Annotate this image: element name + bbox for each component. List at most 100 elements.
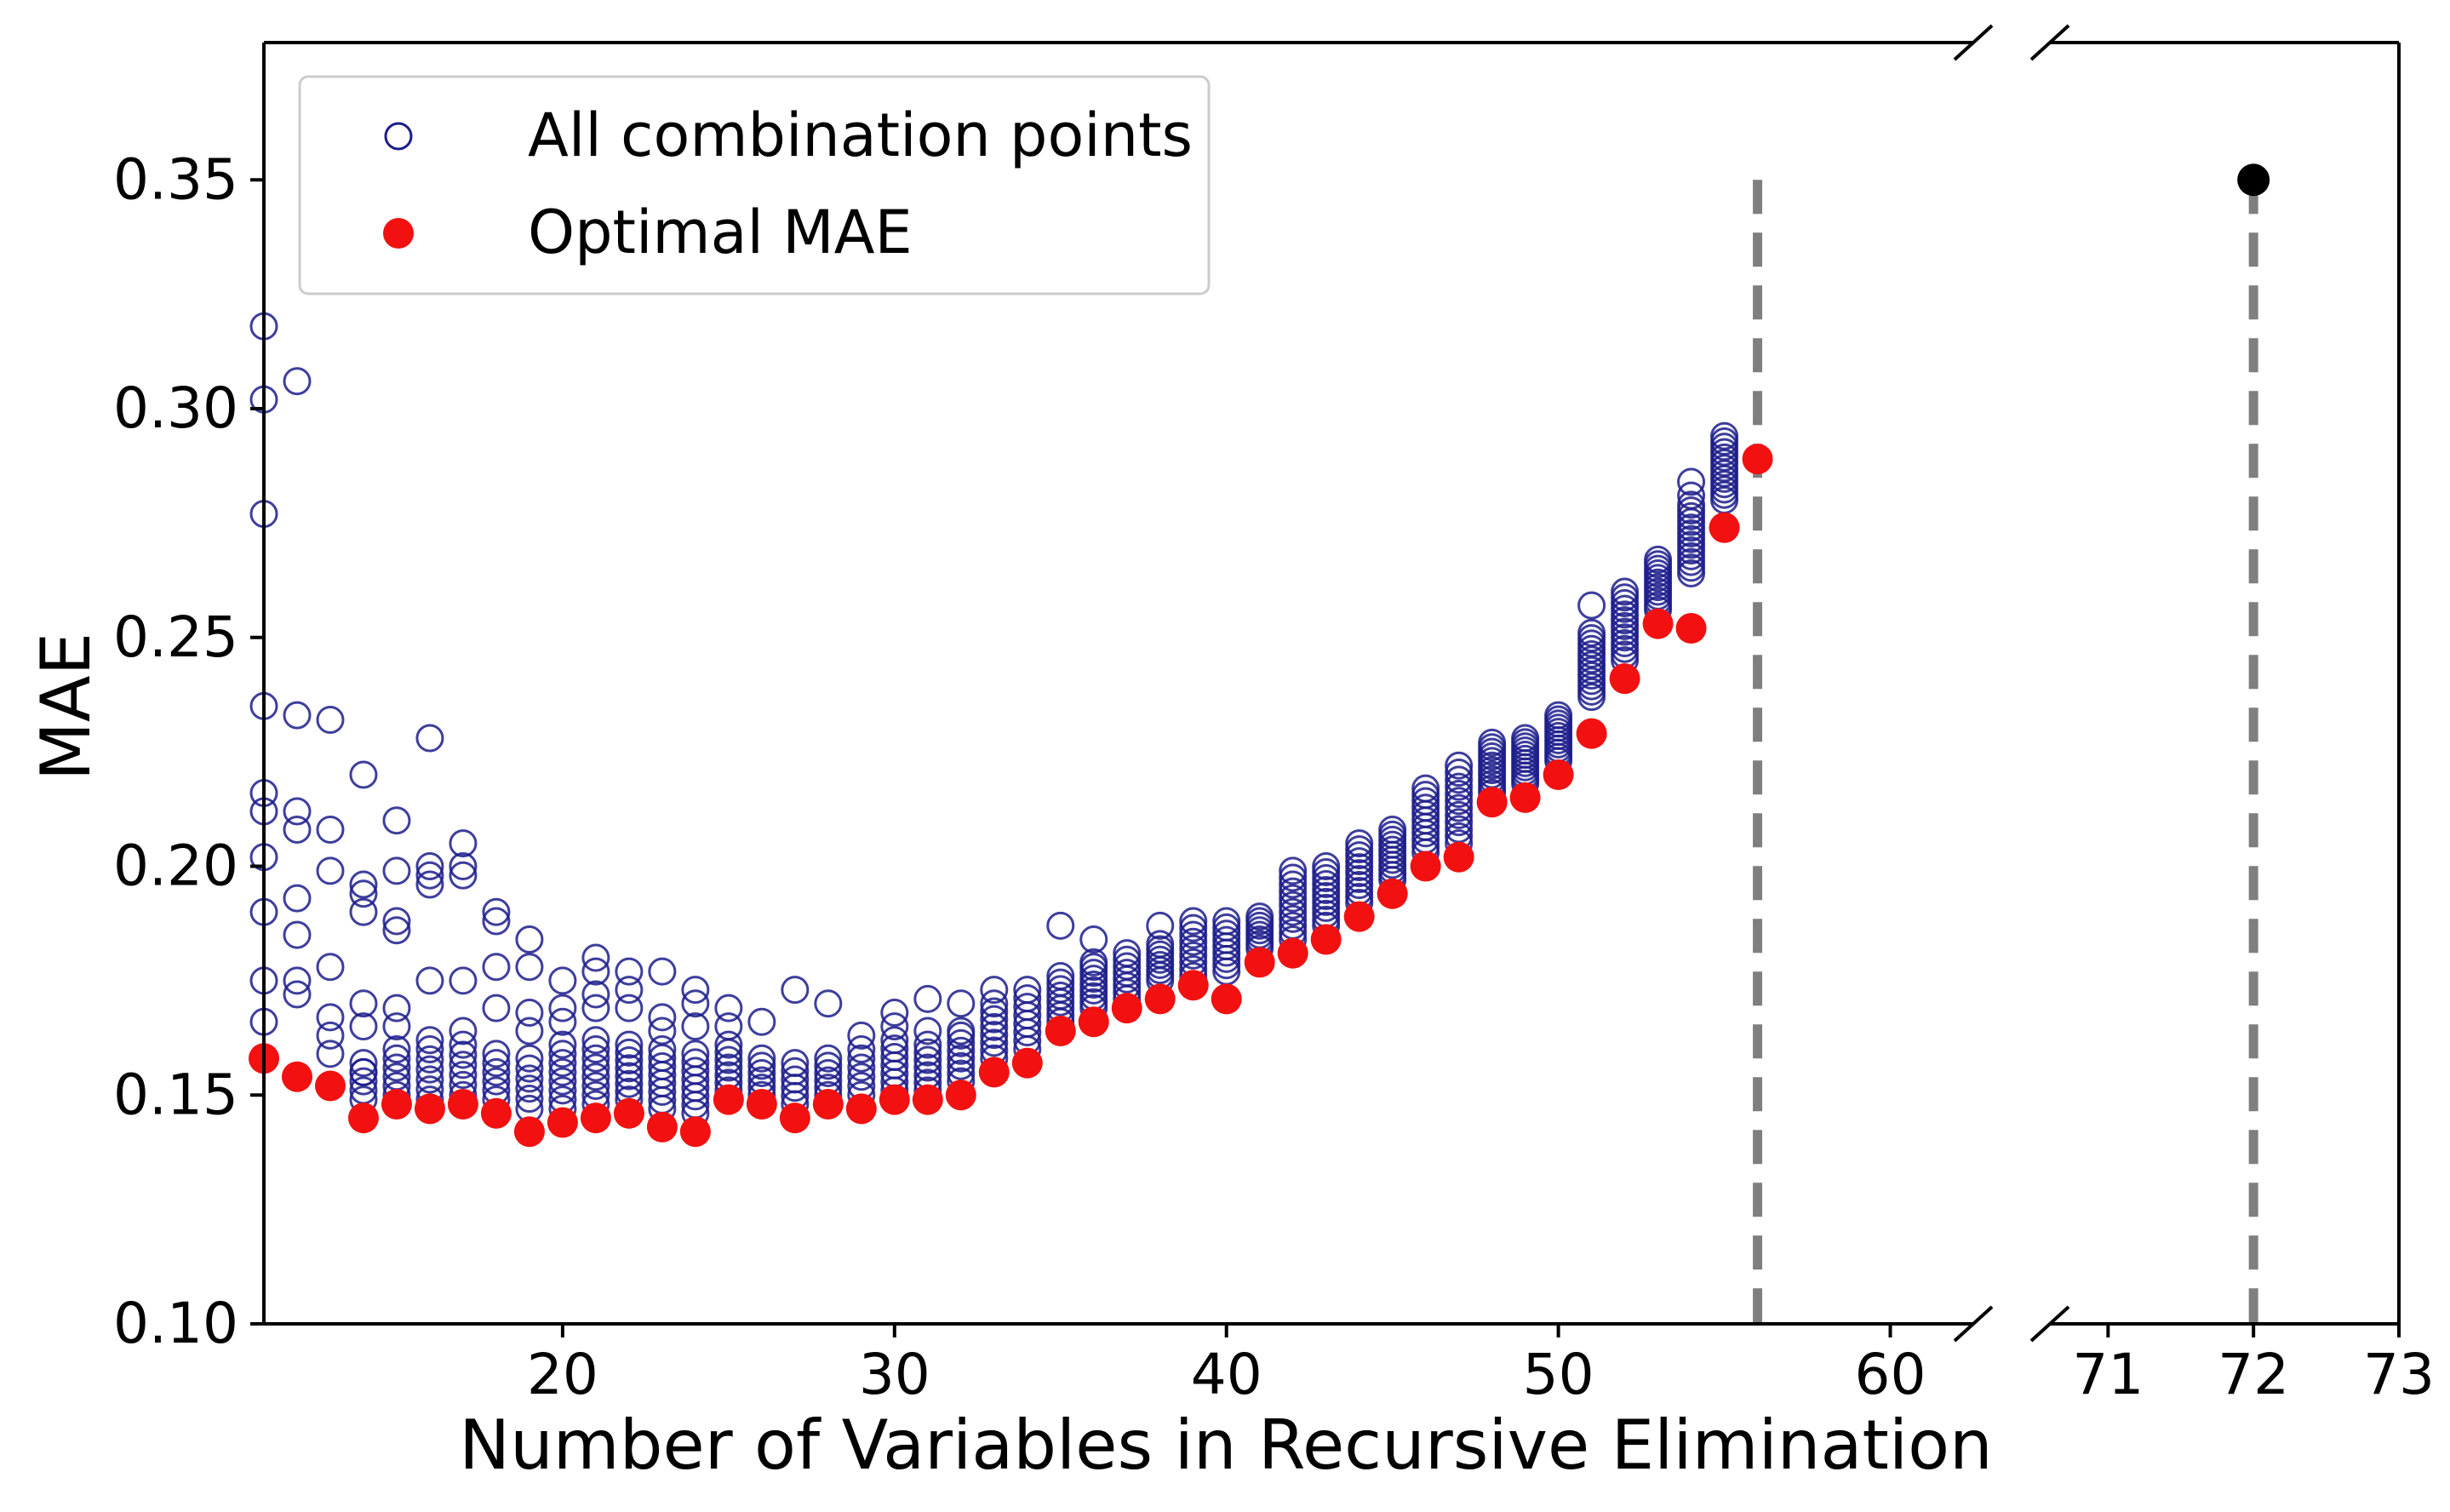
combination-point (913, 1053, 942, 1082)
combination-point (1179, 941, 1208, 970)
combination-point (1013, 976, 1042, 1005)
combination-point (1445, 779, 1474, 808)
combination-point (880, 1034, 909, 1063)
combination-point (1411, 774, 1440, 803)
combination-point (1279, 897, 1308, 926)
combination-point (283, 797, 312, 826)
combination-point (947, 1044, 976, 1073)
combination-point (747, 1058, 776, 1087)
combination-point (814, 1044, 843, 1073)
combination-point (1411, 781, 1440, 810)
combination-point (349, 1057, 378, 1086)
combination-point (1245, 902, 1274, 931)
combination-point (980, 1012, 1009, 1041)
optimal-point (1576, 718, 1607, 749)
combination-point (1411, 793, 1440, 822)
combination-point (615, 1054, 644, 1083)
combination-point (283, 966, 312, 995)
combination-point (548, 1040, 577, 1068)
combination-point (1279, 884, 1308, 913)
optimal-point (480, 1097, 512, 1129)
combination-point (515, 1017, 544, 1045)
optimal-point (1144, 983, 1176, 1015)
legend-box (298, 75, 1211, 295)
x-tick-label: 50 (1523, 1342, 1594, 1407)
combination-point (581, 980, 610, 1009)
combination-point (1179, 927, 1208, 956)
combination-point (1345, 853, 1374, 882)
axis-break-mark (2029, 1305, 2070, 1343)
optimal-point (812, 1089, 844, 1120)
combination-point (449, 852, 478, 880)
x-tick-label: 60 (1855, 1342, 1926, 1407)
combination-point (980, 976, 1009, 1005)
combination-point (449, 829, 478, 858)
combination-point (1677, 490, 1706, 519)
combination-point (1046, 975, 1075, 1004)
combination-point (1445, 787, 1474, 816)
combination-point (814, 1058, 843, 1087)
combination-point (1212, 925, 1241, 954)
combination-point (648, 1003, 677, 1032)
combination-point (1046, 911, 1075, 940)
legend-label-all-points: All combination points (528, 100, 1193, 170)
combination-point (615, 994, 644, 1022)
combination-point (581, 943, 610, 972)
combination-point (781, 1049, 810, 1078)
combination-point (382, 1035, 411, 1063)
legend: All combination points Optimal MAE (298, 75, 1211, 295)
combination-point (980, 1021, 1009, 1050)
optimal-point (347, 1102, 379, 1134)
combination-point (615, 1046, 644, 1075)
combination-point (1179, 907, 1208, 936)
combination-point (349, 989, 378, 1018)
combination-point (1013, 984, 1042, 1013)
y-tick-label: 0.20 (113, 833, 238, 899)
combination-point (581, 1072, 610, 1100)
x-axis-title: Number of Variables in Recursive Elimina… (459, 1406, 1993, 1485)
optimal-point (1244, 947, 1275, 978)
combination-point (1179, 934, 1208, 963)
legend-label-optimal: Optimal MAE (528, 198, 913, 267)
combination-point (781, 976, 810, 1005)
combination-point (415, 870, 444, 899)
combination-point (615, 1062, 644, 1091)
combination-point (449, 1017, 478, 1045)
combination-point (382, 806, 411, 835)
axis-break-mark (2029, 24, 2070, 61)
legend-marker-optimal (383, 218, 414, 249)
combination-point (648, 1051, 677, 1080)
combination-point (349, 897, 378, 926)
optimal-point (613, 1097, 644, 1129)
axis-break-mark (1953, 24, 1994, 61)
combination-point (581, 1053, 610, 1082)
combination-point (947, 1051, 976, 1080)
combination-point (980, 1028, 1009, 1057)
combination-point (913, 1030, 942, 1059)
combination-point (1345, 829, 1374, 858)
combination-point (382, 916, 411, 945)
x-tick-label: 73 (2363, 1342, 2435, 1407)
combination-point (349, 1049, 378, 1078)
combination-point (1179, 914, 1208, 942)
combination-point (382, 856, 411, 885)
combination-point (482, 994, 511, 1022)
combination-point (880, 1026, 909, 1055)
combination-point (382, 1044, 411, 1073)
combination-point (415, 1055, 444, 1084)
combination-point (482, 953, 511, 982)
optimal-point (1675, 613, 1707, 644)
combination-point (681, 1057, 710, 1085)
combination-point (1046, 982, 1075, 1011)
optimal-point (1443, 841, 1474, 873)
optimal-point (414, 1093, 445, 1125)
combination-point (1312, 852, 1341, 880)
combination-point (615, 1038, 644, 1067)
combination-point (415, 1026, 444, 1055)
x-tick-label: 30 (859, 1342, 930, 1407)
combination-point (581, 1062, 610, 1091)
combination-point (1079, 953, 1108, 982)
combination-point (1279, 856, 1308, 885)
combination-point (316, 706, 345, 734)
